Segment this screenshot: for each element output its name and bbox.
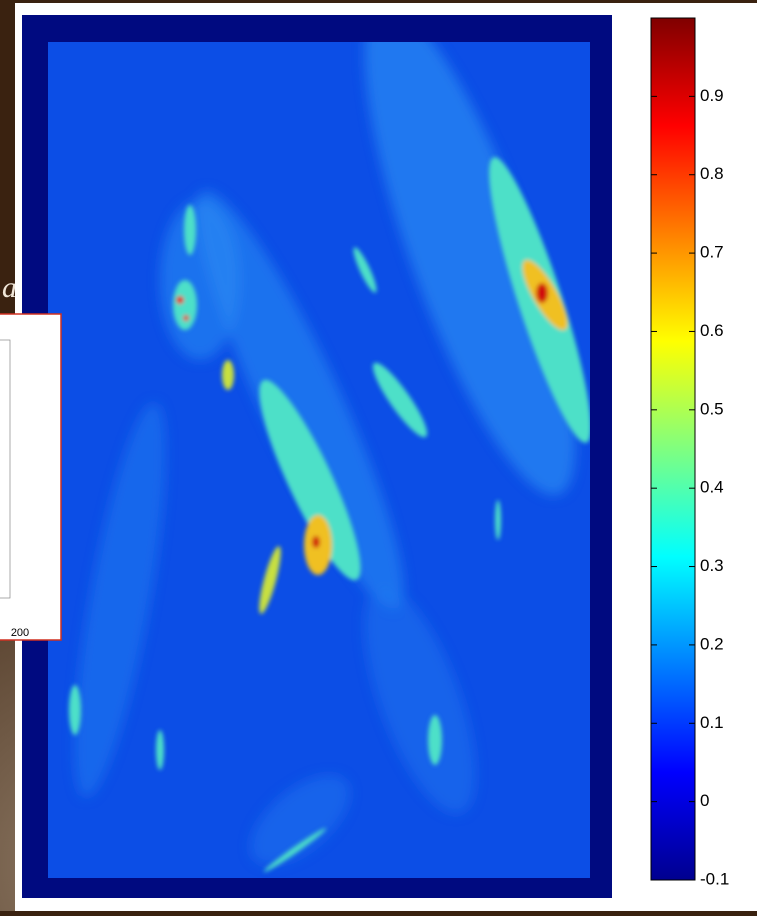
colorbar-tick-label: 0 — [700, 791, 709, 810]
colorbar-scale — [650, 17, 696, 881]
colorbar-tick-label: 0.1 — [700, 713, 724, 732]
slide-text: a — [2, 271, 17, 304]
inset-panel — [0, 313, 62, 641]
colorbar-tick-label: 0.9 — [700, 86, 724, 105]
colorbar-tick-label: 0.6 — [700, 321, 724, 340]
colorbar-tick-label: -0.1 — [700, 869, 729, 888]
colorbar-tick-label: 0.8 — [700, 164, 724, 183]
inset-axes — [0, 339, 11, 599]
heatmap-haze — [74, 42, 576, 865]
colorbar-tick-label: 0.7 — [700, 243, 724, 262]
colorbar-tick-label: 0.5 — [700, 399, 724, 418]
heatmap — [48, 42, 590, 878]
colorbar-tick-label: 0.4 — [700, 478, 724, 497]
colorbar: -0.1 0 0.1 0.2 0.3 0.4 0.5 0.6 0.7 0.8 0.9 — [650, 17, 729, 888]
colorbar-tick-label: 0.2 — [700, 634, 724, 653]
colorbar-tick-label: 0.3 — [700, 556, 724, 575]
heatmap-features — [69, 157, 590, 872]
inset-tick-label: 200 — [11, 627, 29, 639]
